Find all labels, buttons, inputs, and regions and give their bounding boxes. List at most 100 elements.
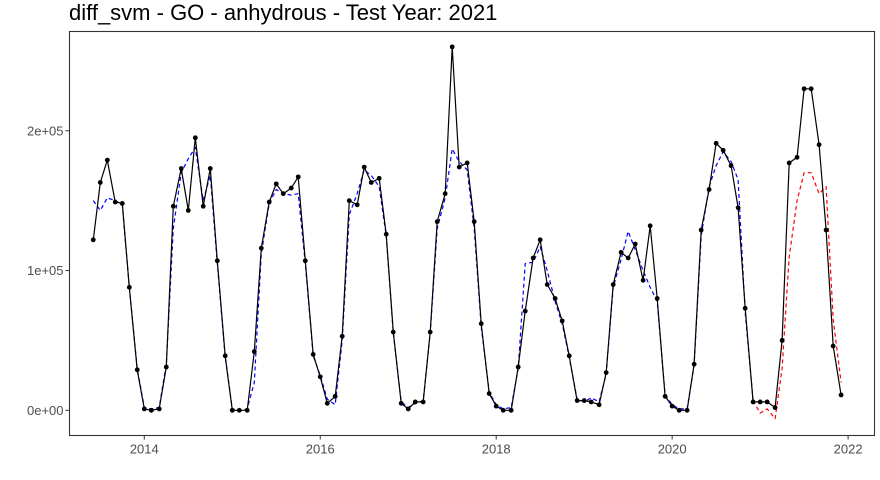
actual-data-point <box>581 398 587 403</box>
actual-data-point <box>170 203 176 209</box>
actual-data-point <box>713 140 719 146</box>
actual-data-point <box>236 407 242 413</box>
actual-data-point <box>324 400 330 406</box>
actual-data-point <box>742 305 748 311</box>
actual-data-point <box>779 338 785 343</box>
actual-data-point <box>449 44 455 50</box>
y-axis: 0e+00 1e+05 2e+05 <box>27 123 70 418</box>
actual-data-point <box>258 245 264 251</box>
actual-data-point <box>478 321 484 327</box>
actual-data-point <box>698 227 704 233</box>
actual-data-point <box>640 277 646 283</box>
actual-data-point <box>603 370 609 375</box>
actual-data-point <box>588 399 594 405</box>
actual-data-point <box>537 237 543 243</box>
actual-data-point <box>838 392 844 398</box>
actual-data-point <box>669 403 675 409</box>
actual-data-point <box>676 407 682 413</box>
y-tick-label: 2e+05 <box>27 123 64 138</box>
actual-data-point <box>684 407 690 413</box>
plot-panel-border <box>68 30 876 437</box>
actual-data-point <box>486 391 492 396</box>
actual-data-point <box>214 258 220 264</box>
actual-data-point <box>552 296 558 301</box>
actual-data-point <box>427 329 433 335</box>
actual-data-point <box>185 208 191 213</box>
actual-data-point <box>691 361 697 367</box>
actual-data-point <box>134 367 140 373</box>
actual-data-point <box>405 406 411 412</box>
x-tick-label: 2018 <box>482 442 511 457</box>
actual-data-point <box>244 407 250 413</box>
actual-data-point <box>764 399 770 405</box>
actual-data-point <box>354 202 360 208</box>
actual-data-point <box>456 164 462 170</box>
actual-data-point <box>346 198 352 204</box>
actual-data-point <box>222 353 228 359</box>
actual-series-line <box>92 46 842 411</box>
actual-data-point <box>383 231 389 237</box>
actual-data-point <box>280 191 286 197</box>
actual-data-point <box>156 406 162 412</box>
fitted-series-line <box>92 146 754 411</box>
actual-data-point <box>816 142 822 148</box>
actual-data-point <box>332 393 338 399</box>
actual-data-point <box>464 160 470 166</box>
actual-data-point <box>361 164 367 170</box>
actual-data-point <box>288 185 294 191</box>
actual-data-point <box>442 191 448 197</box>
actual-data-point <box>368 180 374 185</box>
actual-data-point <box>801 86 807 92</box>
actual-data-point <box>522 308 528 314</box>
forecast-series-line <box>752 172 842 420</box>
y-tick-label: 1e+05 <box>27 263 64 278</box>
actual-data-point <box>376 175 382 181</box>
actual-data-point <box>178 166 184 171</box>
actual-data-point <box>302 258 308 264</box>
actual-data-point <box>310 352 316 357</box>
actual-data-point <box>794 154 800 160</box>
actual-data-point <box>434 219 440 225</box>
chart-title: diff_svm - GO - anhydrous - Test Year: 2… <box>69 0 498 25</box>
actual-data-point <box>632 241 638 247</box>
actual-data-point <box>229 407 235 413</box>
actual-data-point <box>148 407 154 413</box>
actual-data-point <box>654 296 660 301</box>
x-tick-label: 2016 <box>306 442 335 457</box>
actual-data-point <box>112 199 118 205</box>
actual-data-point <box>728 163 734 169</box>
actual-data-point <box>662 393 668 399</box>
actual-data-point <box>720 147 726 153</box>
actual-data-point <box>493 403 499 409</box>
series-layer <box>90 44 844 420</box>
actual-data-point <box>97 180 103 185</box>
actual-data-point <box>647 223 653 229</box>
actual-data-point <box>273 181 279 187</box>
actual-data-point <box>412 399 418 405</box>
x-axis: 2014 2016 2018 2020 2022 <box>130 435 863 457</box>
actual-data-point <box>251 349 257 355</box>
actual-data-point <box>823 227 829 233</box>
actual-data-point <box>508 407 514 413</box>
actual-data-point <box>559 318 565 324</box>
actual-data-point <box>266 199 272 205</box>
actual-data-point <box>610 282 616 287</box>
actual-data-point <box>750 399 756 405</box>
x-tick-label: 2020 <box>658 442 687 457</box>
actual-data-point <box>317 374 323 380</box>
actual-data-point <box>808 86 814 92</box>
actual-data-point <box>126 284 132 290</box>
actual-data-point <box>596 402 602 408</box>
actual-data-point <box>390 329 396 335</box>
actual-data-point <box>757 399 763 405</box>
actual-data-point <box>104 157 110 163</box>
actual-data-point <box>515 364 521 370</box>
actual-data-point <box>471 219 477 225</box>
x-tick-label: 2022 <box>834 442 863 457</box>
actual-data-point <box>625 255 631 261</box>
actual-data-point <box>786 160 792 166</box>
actual-data-point <box>530 255 536 261</box>
x-tick-label: 2014 <box>130 442 159 457</box>
